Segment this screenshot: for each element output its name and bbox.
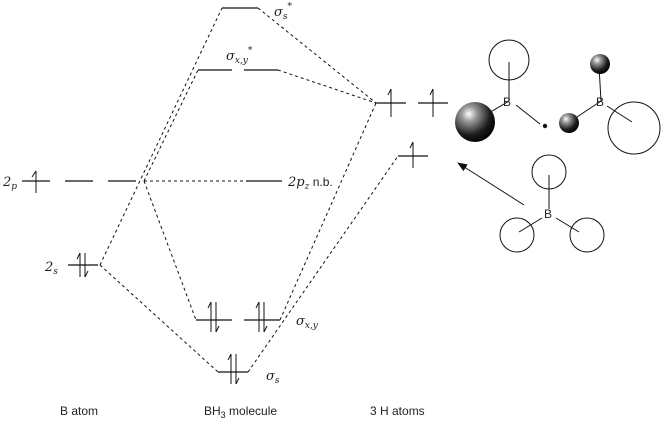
h-orbital-circle (488, 39, 530, 81)
b-2p-sub: p (11, 182, 17, 192)
sigma-s-sub: s (275, 376, 280, 386)
b-2s-sub: s (53, 267, 58, 277)
h-orbital-circle (607, 101, 661, 155)
sigma-xy-symbol: σ (296, 314, 306, 329)
two-pz-suffix: n.b. (309, 175, 332, 189)
boron-label: B (544, 207, 552, 221)
svg-text:σs*: σs* (274, 2, 293, 22)
b-2p-level: 2p (2, 170, 136, 193)
sigma-s-star-symbol: σ (274, 5, 284, 20)
svg-text:2s: 2s (44, 260, 58, 277)
orbital-lobe-sphere (559, 113, 579, 133)
arrow (457, 162, 525, 206)
svg-text:σx,y: σx,y (296, 314, 319, 331)
h-orbital-circle (531, 154, 567, 190)
paired-spin-arrows (207, 301, 220, 333)
up-spin-arrow (409, 141, 414, 168)
sigma-xy-star-symbol: σ (226, 49, 236, 64)
svg-text:σs: σs (266, 369, 280, 386)
two-pz-p: p (296, 175, 305, 190)
two-pz-sub: z (304, 182, 310, 192)
two-pz-number: 2 (287, 175, 296, 190)
paired-spin-arrows (255, 301, 268, 333)
b-2s-number: 2 (44, 260, 53, 275)
sigma-xy-sub: x,y (305, 321, 319, 331)
sigma-xy-star-sup: * (248, 46, 253, 56)
b-2s-level: 2s (44, 252, 98, 278)
boron-label: B (503, 95, 511, 109)
boron-center-dot (542, 123, 548, 129)
h-orbital-circle (569, 217, 605, 253)
orbital-drawing-top: B B (455, 39, 661, 155)
svg-text:2p: 2p (2, 175, 17, 192)
svg-text:σx,y*: σx,y* (226, 46, 253, 66)
boron-label: B (596, 95, 604, 109)
two-pz-nb-level: 2pz n.b. (246, 175, 333, 192)
orbital-drawing-bottom: B (499, 154, 605, 253)
orbital-lobe-sphere (590, 54, 610, 74)
sigma-xy-level: σx,y (196, 301, 319, 333)
h-orbital-levels (376, 88, 448, 168)
up-spin-arrow (31, 170, 37, 193)
paired-spin-arrows (227, 353, 240, 385)
orbital-lobe-sphere (455, 102, 495, 142)
h-orbital-circle (499, 217, 535, 253)
sigma-s-star-sup: * (288, 2, 293, 12)
sigma-s-level: σs (218, 353, 280, 386)
b-2p-number: 2 (2, 175, 11, 190)
correlation-lines (99, 7, 399, 373)
sigma-s-star-level: σs* (222, 2, 293, 22)
sigma-xy-star-sub: x,y (235, 56, 249, 66)
sigma-s-symbol: σ (266, 369, 276, 384)
column-label-b-atom: B atom (60, 404, 98, 418)
up-spin-arrow (387, 88, 392, 117)
column-label-3-h-atoms: 3 H atoms (370, 404, 425, 418)
svg-text:2pz n.b.: 2pz n.b. (287, 175, 333, 192)
sigma-s-star-sub: s (283, 12, 288, 22)
paired-spin-arrows (76, 252, 89, 278)
sigma-xy-star-level: σx,y* (198, 46, 278, 71)
column-label-bh3-molecule: BH3 molecule (204, 404, 277, 420)
up-spin-arrow (429, 88, 434, 117)
